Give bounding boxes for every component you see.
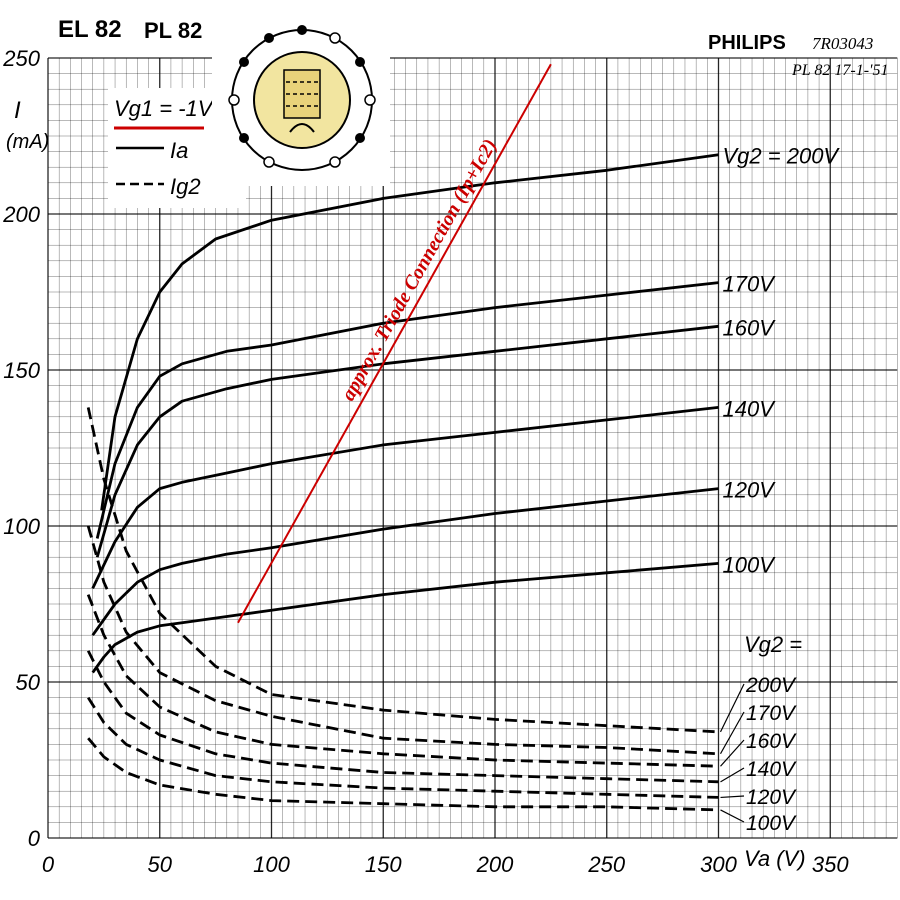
- plate-curve-label: 120V: [723, 478, 777, 503]
- screen-curve-100v: [87, 737, 719, 812]
- curve-labels: Vg2 = 200V 170V 160V 140V 120V 100V 200V 170V 16…: [719, 144, 841, 835]
- plate-curve-200v: [100, 153, 719, 511]
- leader-line: [720, 809, 745, 823]
- screen-curve-200v: [86, 407, 719, 734]
- y-tick-label: 150: [3, 358, 40, 383]
- plate-curve-label: 100V: [723, 552, 777, 577]
- x-tick-label: 250: [587, 852, 625, 877]
- tube-title-2: PL 82: [144, 18, 203, 43]
- y-tick-label: 50: [16, 670, 41, 695]
- y-tick-label: 200: [2, 202, 40, 227]
- legend-ig2-label: Ig2: [170, 174, 201, 199]
- plate-curve-140v: [91, 406, 719, 590]
- x-tick-label: 350: [812, 852, 849, 877]
- screen-curve-label: 160V: [746, 730, 797, 753]
- brand-name: PHILIPS: [708, 32, 786, 54]
- plate-curve-label: 140V: [723, 396, 777, 421]
- y-tick-label: 0: [28, 826, 41, 851]
- triode-annotation: [237, 63, 552, 624]
- leader-line: [719, 711, 745, 755]
- reference-note: PL 82 17-1-'51: [792, 62, 889, 79]
- x-axis-label: Va (V): [744, 846, 806, 871]
- screen-curve-label: 120V: [746, 786, 797, 809]
- y-tick-label: 250: [2, 46, 40, 71]
- screen-curve-label: 200V: [745, 674, 797, 697]
- y-tick-label: 100: [3, 514, 40, 539]
- legend-grid-label: Vg1 = -1V: [114, 96, 215, 121]
- tube-pinout-diagram: [212, 8, 390, 186]
- screen-curve-label: 100V: [746, 812, 797, 835]
- x-tick-label: 50: [148, 852, 173, 877]
- plate-curve-label: 160V: [723, 315, 777, 340]
- plate-curve-170v: [95, 281, 719, 539]
- x-tick-label: 100: [253, 852, 290, 877]
- x-tick-label: 150: [365, 852, 402, 877]
- plate-curve-label: Vg2 = 200V: [723, 144, 841, 169]
- vg2-block-label: Vg2 =: [744, 632, 802, 657]
- tick-labels: 0 50 100 150 200 250 300 350 0 50 100 150 200 250: [2, 46, 849, 877]
- leader-line: [720, 739, 745, 767]
- plate-curve-160v: [95, 324, 719, 558]
- tube-title: EL 82: [58, 16, 122, 43]
- x-tick-label: 300: [700, 852, 737, 877]
- legend-ia-label: Ia: [170, 138, 188, 163]
- leader-line: [720, 767, 745, 783]
- curve-layer: [86, 153, 719, 812]
- plate-curve-100v: [91, 562, 719, 674]
- screen-curve-160v: [86, 594, 719, 768]
- screen-curve-label: 140V: [746, 758, 797, 781]
- screen-curve-label: 170V: [746, 702, 797, 725]
- triode-line: [237, 63, 552, 624]
- y-axis-label: I: [14, 97, 21, 124]
- plate-curve-120v: [91, 487, 719, 637]
- y-axis-unit: (mA): [6, 131, 49, 153]
- screen-curve-140v: [86, 650, 719, 784]
- plate-curve-label: 170V: [723, 272, 777, 297]
- x-tick-label: 200: [476, 852, 514, 877]
- screen-curve-170v: [86, 525, 719, 756]
- screen-curve-120v: [87, 696, 719, 799]
- x-tick-label: 0: [42, 852, 55, 877]
- leader-line: [719, 683, 745, 733]
- leader-line: [720, 795, 745, 799]
- reference-code: 7R03043: [812, 34, 874, 53]
